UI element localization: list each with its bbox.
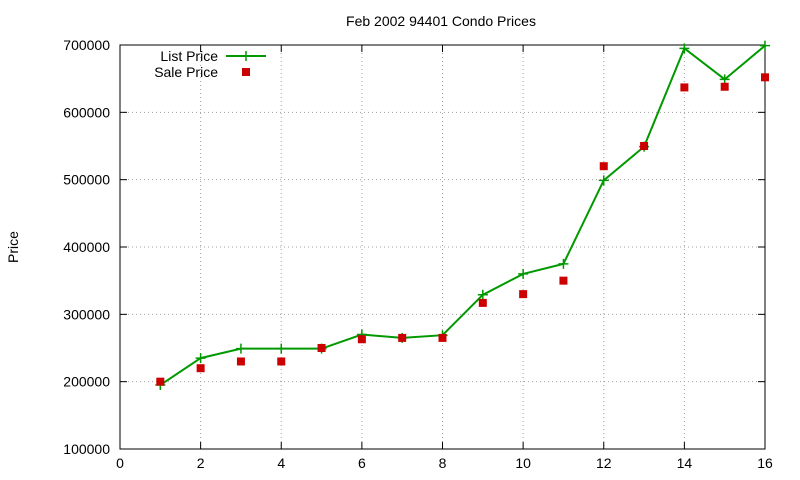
series-sale-price	[156, 73, 769, 386]
x-tick-label: 16	[757, 455, 773, 471]
y-tick-label: 700000	[63, 37, 110, 53]
data-point-plus	[558, 258, 569, 269]
x-tick-label: 14	[677, 455, 693, 471]
data-point-plus	[719, 74, 730, 85]
axis-ticks: 0 2 4 6 8 10 12 14 16 100000 200000 300000 400000 500…	[63, 37, 773, 471]
data-point-square	[236, 357, 245, 366]
data-point-plus	[195, 353, 206, 364]
data-point-plus	[235, 343, 246, 354]
data-point-plus	[598, 175, 609, 186]
legend-label: List Price	[160, 48, 218, 64]
x-tick-label: 6	[358, 455, 366, 471]
data-point-square	[640, 142, 649, 150]
data-point-square	[519, 290, 528, 299]
series	[155, 40, 770, 391]
data-point-square	[599, 162, 608, 171]
y-tick-label: 500000	[63, 172, 110, 188]
y-axis-label: Price	[5, 231, 21, 263]
y-tick-label: 200000	[63, 374, 110, 390]
x-tick-label: 10	[515, 455, 531, 471]
legend-plus-marker	[241, 51, 251, 61]
x-tick-label: 0	[116, 455, 124, 471]
x-tick-label: 8	[439, 455, 447, 471]
grid-lines	[120, 45, 765, 449]
data-point-square	[680, 83, 689, 92]
data-point-square	[478, 298, 487, 307]
data-point-square	[438, 333, 447, 342]
data-point-plus	[477, 289, 488, 300]
x-tick-label: 2	[197, 455, 205, 471]
data-point-plus	[760, 40, 770, 51]
data-point-square	[720, 82, 729, 91]
series-list-price	[155, 40, 770, 391]
data-point-square	[277, 357, 286, 366]
data-point-square	[398, 333, 407, 342]
data-point-square	[196, 364, 205, 373]
y-tick-label: 300000	[63, 306, 110, 322]
y-tick-label: 400000	[63, 239, 110, 255]
data-point-square	[357, 335, 366, 344]
data-point-square	[156, 377, 165, 386]
series-line	[159, 44, 766, 386]
data-point-plus	[276, 343, 287, 354]
y-tick-label: 100000	[63, 441, 110, 457]
legend-label: Sale Price	[154, 64, 218, 80]
data-point-square	[317, 344, 326, 352]
x-tick-label: 4	[277, 455, 285, 471]
data-point-square	[761, 73, 769, 82]
data-point-plus	[518, 268, 529, 279]
data-point-square	[559, 276, 568, 285]
chart-title: Feb 2002 94401 Condo Prices	[346, 13, 536, 29]
x-tick-label: 12	[596, 455, 612, 471]
y-tick-label: 600000	[63, 104, 110, 120]
legend-square-marker	[242, 68, 250, 76]
data-point-plus	[679, 43, 690, 54]
